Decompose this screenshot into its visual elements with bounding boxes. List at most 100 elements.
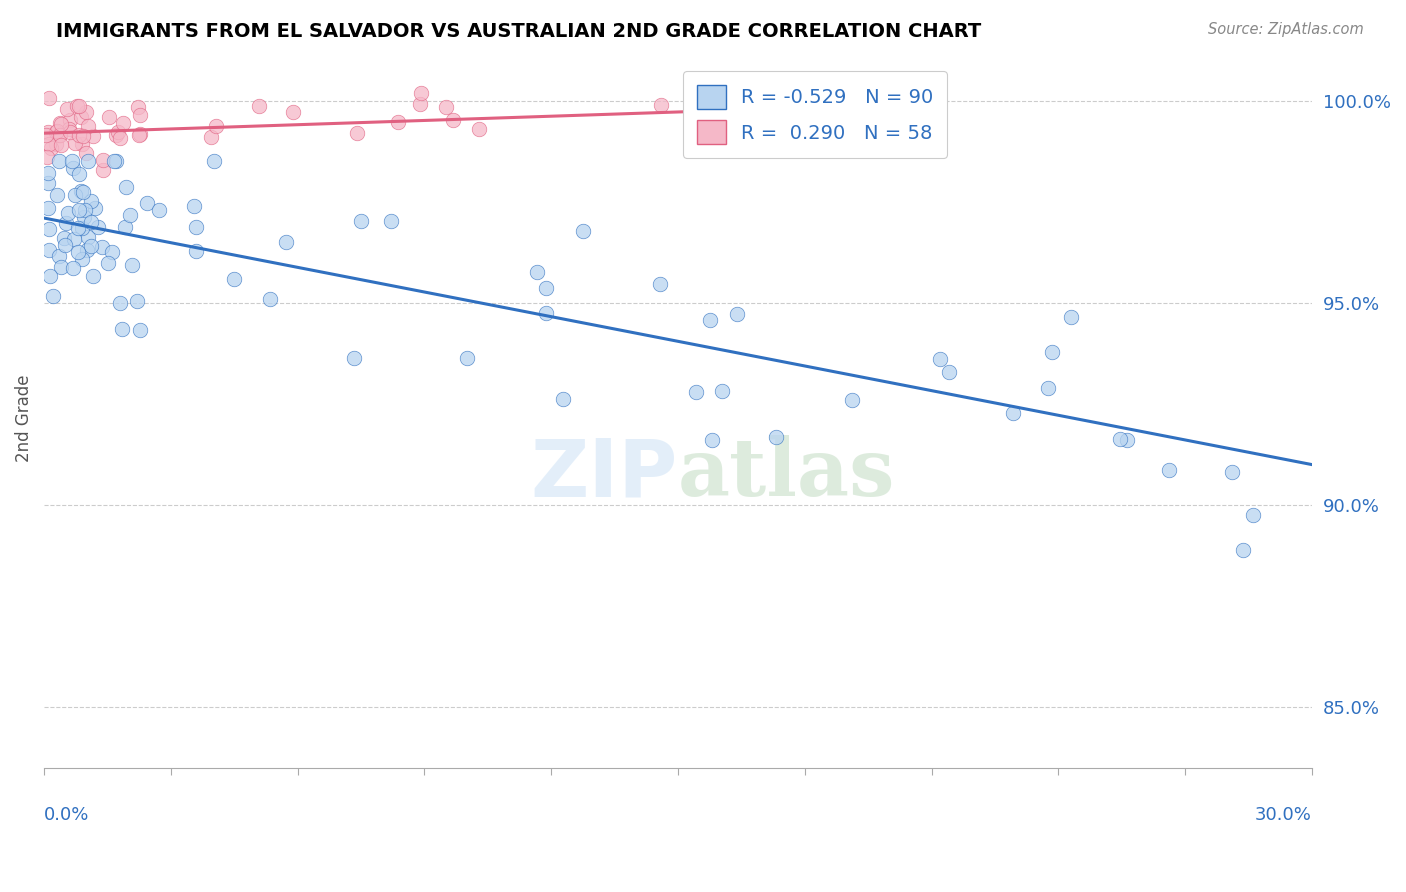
Point: [72, 221, 94, 235]
Point: [35, 150, 58, 164]
Point: [39, 268, 62, 283]
Point: [87, 220, 110, 235]
Point: [49, 128, 72, 143]
Point: [343, 351, 366, 365]
Point: [67, 244, 90, 259]
Point: [380, 214, 402, 228]
Point: [69, 111, 91, 125]
Text: 0.0%: 0.0%: [44, 806, 90, 824]
Point: [37, 125, 59, 139]
Point: [1109, 432, 1132, 446]
Point: [387, 114, 409, 128]
Point: [63, 188, 86, 202]
Point: [281, 105, 304, 120]
Point: [685, 384, 707, 399]
Point: [67, 99, 90, 113]
Point: [711, 384, 734, 398]
Point: [42, 288, 65, 302]
Point: [186, 244, 208, 259]
Point: [72, 136, 94, 151]
Point: [112, 115, 135, 129]
Point: [59, 125, 82, 139]
Point: [62, 161, 84, 175]
Point: [38, 136, 60, 151]
Point: [37, 177, 59, 191]
Point: [58, 121, 80, 136]
Point: [53, 237, 76, 252]
Point: [650, 277, 672, 292]
Point: [441, 112, 464, 127]
Point: [129, 323, 152, 337]
Point: [72, 128, 94, 143]
Point: [844, 86, 866, 100]
Point: [456, 351, 478, 365]
Point: [82, 128, 104, 143]
Point: [80, 215, 103, 229]
Point: [45, 137, 67, 152]
Point: [37, 166, 59, 180]
Point: [101, 244, 124, 259]
Point: [93, 162, 115, 177]
Point: [247, 99, 270, 113]
Point: [75, 203, 97, 218]
Point: [105, 154, 128, 169]
Point: [75, 145, 97, 160]
Point: [72, 252, 94, 267]
Point: [67, 202, 90, 217]
Point: [1001, 407, 1024, 421]
Point: [1040, 345, 1063, 359]
Point: [725, 307, 748, 321]
Point: [59, 113, 82, 128]
Point: [409, 97, 432, 112]
Point: [39, 141, 62, 155]
Point: [45, 125, 67, 139]
Point: [107, 125, 129, 139]
Point: [765, 430, 787, 444]
Point: [49, 137, 72, 152]
Point: [700, 433, 723, 447]
Point: [1159, 463, 1181, 477]
Point: [1241, 508, 1264, 522]
Point: [929, 351, 952, 366]
Point: [67, 128, 90, 143]
Point: [128, 128, 150, 142]
Point: [67, 167, 90, 181]
Point: [200, 130, 222, 145]
Point: [717, 123, 740, 137]
Point: [110, 130, 132, 145]
Point: [45, 187, 67, 202]
Point: [104, 128, 127, 143]
Point: [650, 98, 672, 112]
Point: [91, 240, 114, 254]
Point: [66, 99, 89, 113]
Point: [108, 295, 131, 310]
Point: [1060, 310, 1083, 324]
Point: [183, 199, 205, 213]
Point: [77, 154, 100, 169]
Point: [98, 110, 121, 124]
Point: [80, 239, 103, 253]
Point: [118, 208, 141, 222]
Point: [73, 211, 96, 225]
Point: [128, 108, 150, 122]
Point: [910, 95, 932, 110]
Point: [534, 281, 557, 295]
Point: [699, 313, 721, 327]
Point: [572, 224, 595, 238]
Point: [48, 116, 70, 130]
Point: [48, 128, 70, 143]
Point: [75, 105, 97, 120]
Point: [69, 184, 91, 198]
Point: [350, 214, 373, 228]
Point: [48, 154, 70, 169]
Point: [38, 243, 60, 257]
Point: [72, 185, 94, 199]
Text: IMMIGRANTS FROM EL SALVADOR VS AUSTRALIAN 2ND GRADE CORRELATION CHART: IMMIGRANTS FROM EL SALVADOR VS AUSTRALIA…: [56, 22, 981, 41]
Point: [121, 258, 143, 272]
Point: [835, 135, 858, 149]
Point: [127, 100, 149, 114]
Point: [66, 221, 89, 235]
Point: [434, 100, 457, 114]
Point: [63, 136, 86, 150]
Text: Source: ZipAtlas.com: Source: ZipAtlas.com: [1208, 22, 1364, 37]
